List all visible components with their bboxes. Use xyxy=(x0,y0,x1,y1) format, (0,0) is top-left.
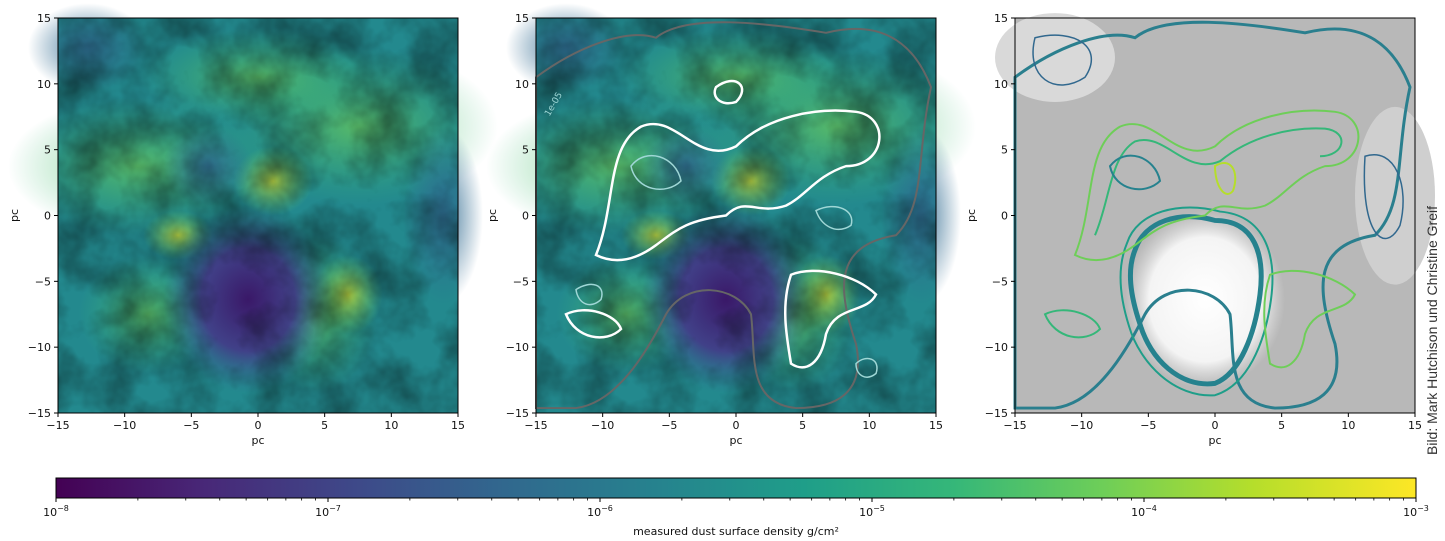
y-tick-label: 15 xyxy=(515,12,529,25)
colorbar: 10−8 10−7 10−6 10−5 10−4 10−3 measured dust s… xyxy=(43,477,1429,538)
x-tick-label: 10 xyxy=(862,419,876,432)
x-tick-label: 5 xyxy=(321,419,328,432)
x-tick-label: 0 xyxy=(733,419,740,432)
y-axis-label: pc xyxy=(486,209,499,222)
colorbar-gradient xyxy=(55,477,1417,499)
x-tick-label: −5 xyxy=(661,419,677,432)
x-axis-label: pc xyxy=(251,434,264,447)
colorbar-tick-label: 10−5 xyxy=(859,504,885,519)
y-tick-label: 15 xyxy=(37,12,51,25)
credit-text: Bild: Mark Hutchison und Christine Greif xyxy=(1424,206,1440,455)
colorbar-tick-label: 10−3 xyxy=(1403,504,1429,519)
y-axis-label: pc xyxy=(965,209,978,222)
x-tick-label: −15 xyxy=(524,419,547,432)
colorbar-tick-label: 10−4 xyxy=(1131,504,1157,519)
heatmap-1 xyxy=(8,3,498,413)
x-tick-label: 5 xyxy=(799,419,806,432)
x-tick-label: −15 xyxy=(1003,419,1026,432)
x-tick-label: 10 xyxy=(1341,419,1355,432)
panel-3: −15 −10 −5 0 5 10 15 −15 −10 −5 0 5 10 15 pc pc xyxy=(965,12,1435,447)
y-tick-label: 15 xyxy=(994,12,1008,25)
y-tick-label: 10 xyxy=(37,78,51,91)
y-tick-label: −5 xyxy=(513,275,529,288)
x-axis-label: pc xyxy=(1208,434,1221,447)
x-tick-label: −5 xyxy=(183,419,199,432)
x-tick-label: 0 xyxy=(1212,419,1219,432)
x-tick-label: 15 xyxy=(1408,419,1422,432)
y-tick-label: 10 xyxy=(994,78,1008,91)
y-tick-label: 5 xyxy=(44,144,51,157)
x-tick-label: 10 xyxy=(384,419,398,432)
contours-3 xyxy=(1013,20,1412,410)
x-tick-label: −10 xyxy=(591,419,614,432)
colorbar-tick-label: 10−8 xyxy=(43,504,69,519)
y-tick-label: −15 xyxy=(985,407,1008,420)
y-tick-label: −15 xyxy=(28,407,51,420)
colorbar-label: measured dust surface density g/cm² xyxy=(633,525,839,538)
y-tick-label: −10 xyxy=(506,341,529,354)
contours-2 xyxy=(535,21,933,410)
colorbar-tick-label: 10−6 xyxy=(587,504,613,519)
y-tick-label: 5 xyxy=(522,144,529,157)
y-tick-label: −5 xyxy=(992,275,1008,288)
y-tick-label: 0 xyxy=(1001,210,1008,223)
x-tick-label: 5 xyxy=(1278,419,1285,432)
y-tick-label: −5 xyxy=(35,275,51,288)
x-tick-label: 0 xyxy=(255,419,262,432)
y-tick-label: −10 xyxy=(28,341,51,354)
x-tick-label: 15 xyxy=(451,419,465,432)
x-tick-label: −10 xyxy=(1070,419,1093,432)
x-tick-label: −15 xyxy=(46,419,69,432)
x-axis-label: pc xyxy=(729,434,742,447)
y-tick-label: −15 xyxy=(506,407,529,420)
x-tick-label: 15 xyxy=(929,419,943,432)
y-tick-label: 10 xyxy=(515,78,529,91)
colorbar-tick-label: 10−7 xyxy=(315,504,341,519)
x-tick-label: −10 xyxy=(113,419,136,432)
heatmap-2 xyxy=(486,3,976,413)
x-tick-label: −5 xyxy=(1140,419,1156,432)
y-tick-label: 0 xyxy=(44,210,51,223)
y-tick-label: 0 xyxy=(522,210,529,223)
panel-1: −15 −10 −5 0 5 10 15 −15 −10 −5 0 5 10 15 pc pc xyxy=(8,3,498,447)
y-tick-label: −10 xyxy=(985,341,1008,354)
y-tick-label: 5 xyxy=(1001,144,1008,157)
y-axis-label: pc xyxy=(8,209,21,222)
